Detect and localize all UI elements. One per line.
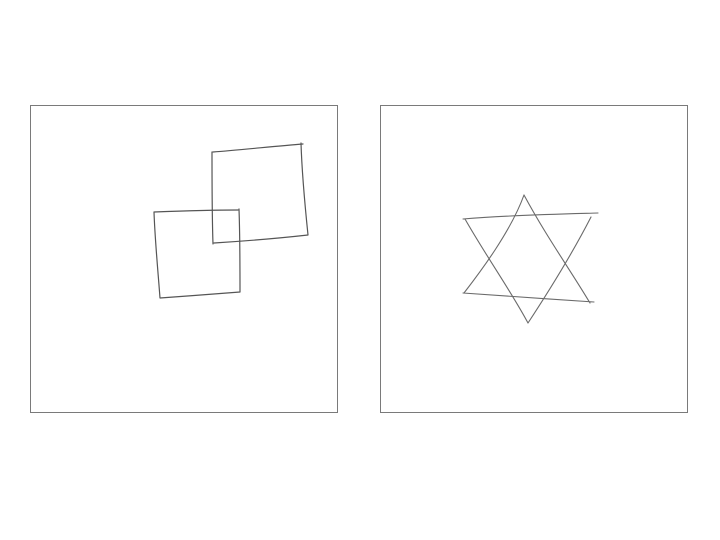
- left-drawing-panel: [30, 105, 338, 413]
- star-drawing: [462, 194, 599, 324]
- square-sketch-back: [211, 142, 309, 245]
- overlapping-squares-drawing: [153, 142, 309, 299]
- square-sketch-front: [153, 208, 241, 299]
- triangle-sketch-up: [462, 194, 595, 304]
- right-drawing-panel: [380, 105, 688, 413]
- triangle-sketch-down: [462, 212, 599, 324]
